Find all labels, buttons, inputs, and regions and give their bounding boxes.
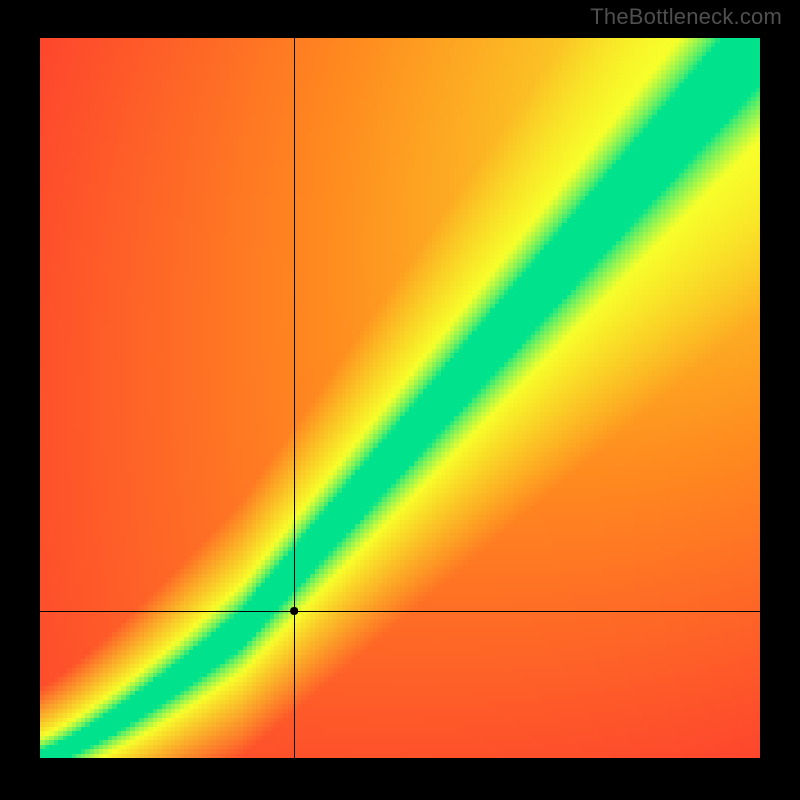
attribution-text: TheBottleneck.com (590, 4, 782, 30)
bottleneck-heatmap (40, 38, 760, 758)
chart-stage: TheBottleneck.com (0, 0, 800, 800)
